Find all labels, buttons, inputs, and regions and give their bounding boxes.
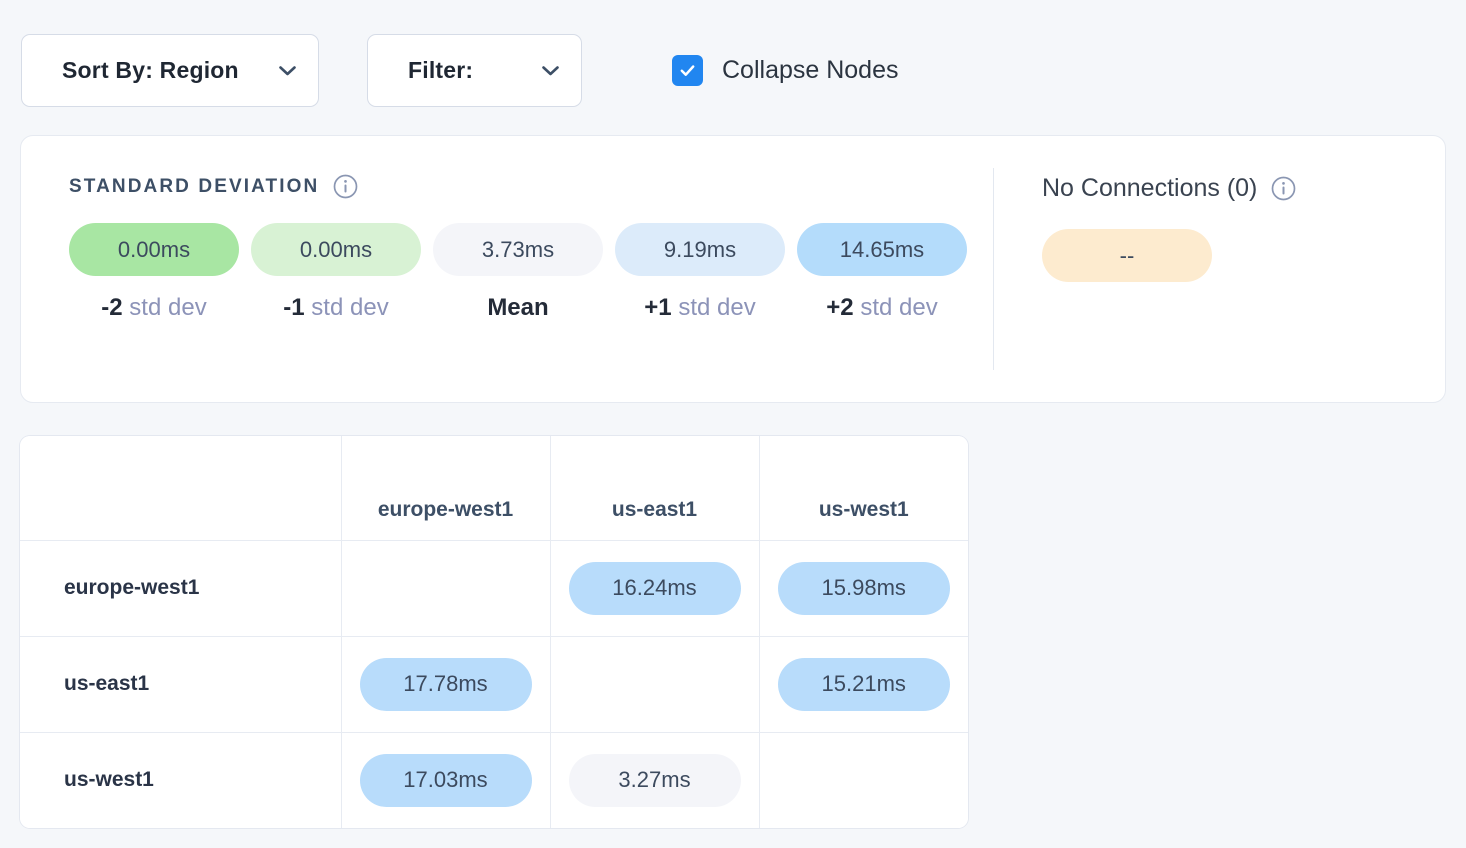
no-connections-pill: -- xyxy=(1042,229,1212,282)
matrix-cell xyxy=(759,732,968,828)
latency-pill: 17.03ms xyxy=(359,753,532,807)
filter-dropdown[interactable]: Filter: xyxy=(367,34,582,107)
std-dev-buckets: 0.00ms -2 std dev 0.00ms -1 std dev 3.73… xyxy=(69,223,993,322)
matrix-cell[interactable]: 17.78ms xyxy=(341,636,551,733)
chevron-down-icon xyxy=(279,65,296,76)
latency-matrix-table: europe-west1 us-east1 us-west1 europe-we… xyxy=(20,436,968,828)
card-divider xyxy=(993,168,994,370)
std-dev-value-pill: 3.73ms xyxy=(433,223,603,276)
matrix-cell[interactable]: 3.27ms xyxy=(550,732,760,828)
collapse-nodes-toggle[interactable]: Collapse Nodes xyxy=(672,55,899,86)
table-column-header: us-east1 xyxy=(550,436,760,541)
chevron-down-icon xyxy=(542,65,559,76)
column-header-label: us-east1 xyxy=(611,497,698,521)
table-row: us-east1 17.78ms 15.21ms xyxy=(20,636,968,733)
std-dev-caption: +2 std dev xyxy=(826,294,938,321)
latency-pill: 15.21ms xyxy=(777,657,950,711)
no-connections-section: No Connections (0) -- xyxy=(994,136,1445,402)
row-header-label: us-west1 xyxy=(20,732,342,828)
matrix-cell xyxy=(550,636,760,733)
table-corner-cell xyxy=(20,436,342,541)
std-dev-caption: -2 std dev xyxy=(101,294,207,321)
toolbar: Sort By: Region Filter: Collapse Nodes xyxy=(0,0,1466,113)
column-header-label: us-west1 xyxy=(818,497,909,521)
std-dev-caption: Mean xyxy=(487,294,549,321)
info-icon[interactable] xyxy=(333,174,358,199)
filter-label: Filter: xyxy=(408,57,474,83)
info-icon[interactable] xyxy=(1271,176,1296,201)
stats-card: Standard Deviation 0.00ms -2 std dev 0.0… xyxy=(20,135,1446,403)
latency-pill: 15.98ms xyxy=(777,561,950,615)
no-connections-title: No Connections (0) xyxy=(1042,174,1258,202)
matrix-cell[interactable]: 15.98ms xyxy=(759,540,968,637)
table-column-header: europe-west1 xyxy=(341,436,551,541)
std-dev-section: Standard Deviation 0.00ms -2 std dev 0.0… xyxy=(21,136,993,402)
std-dev-bucket-mean: 3.73ms Mean xyxy=(433,223,603,322)
collapse-nodes-label: Collapse Nodes xyxy=(722,56,899,84)
std-dev-value-pill: 9.19ms xyxy=(615,223,785,276)
matrix-cell[interactable]: 16.24ms xyxy=(550,540,760,637)
std-dev-header: Standard Deviation xyxy=(69,174,993,199)
no-connections-header: No Connections (0) xyxy=(1042,174,1445,203)
matrix-cell[interactable]: 15.21ms xyxy=(759,636,968,733)
row-header-label: europe-west1 xyxy=(20,540,342,637)
latency-pill: 16.24ms xyxy=(568,561,741,615)
latency-pill: 3.27ms xyxy=(568,753,741,807)
std-dev-value-pill: 14.65ms xyxy=(797,223,967,276)
std-dev-bucket-minus2: 0.00ms -2 std dev xyxy=(69,223,239,322)
table-column-header: us-west1 xyxy=(759,436,968,541)
sort-by-dropdown[interactable]: Sort By: Region xyxy=(21,34,319,107)
std-dev-value-pill: 0.00ms xyxy=(69,223,239,276)
collapse-nodes-checkbox[interactable] xyxy=(672,55,703,86)
std-dev-bucket-minus1: 0.00ms -1 std dev xyxy=(251,223,421,322)
sort-by-label: Sort By: Region xyxy=(62,57,239,83)
row-header-label: us-east1 xyxy=(20,636,342,733)
table-header-row: europe-west1 us-east1 us-west1 xyxy=(20,436,968,541)
std-dev-caption: -1 std dev xyxy=(283,294,389,321)
std-dev-title: Standard Deviation xyxy=(69,175,320,197)
std-dev-caption: +1 std dev xyxy=(644,294,756,321)
std-dev-value-pill: 0.00ms xyxy=(251,223,421,276)
matrix-cell xyxy=(341,540,551,637)
table-row: us-west1 17.03ms 3.27ms xyxy=(20,732,968,828)
table-row: europe-west1 16.24ms 15.98ms xyxy=(20,540,968,637)
std-dev-bucket-plus2: 14.65ms +2 std dev xyxy=(797,223,967,322)
column-header-label: europe-west1 xyxy=(377,497,514,521)
latency-pill: 17.78ms xyxy=(359,657,532,711)
matrix-cell[interactable]: 17.03ms xyxy=(341,732,551,828)
std-dev-bucket-plus1: 9.19ms +1 std dev xyxy=(615,223,785,322)
